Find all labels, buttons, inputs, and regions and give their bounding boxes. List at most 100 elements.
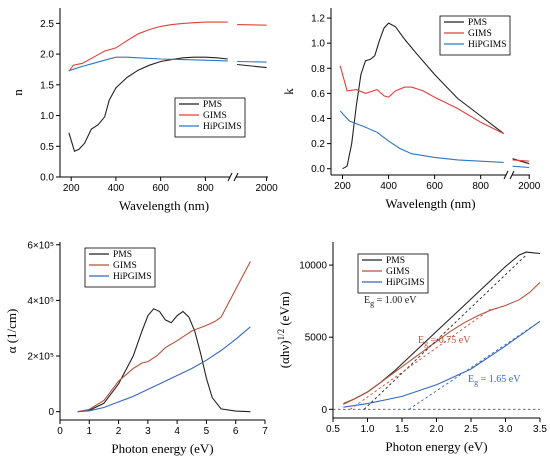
annotation-value: = 1.00 eV [374,295,417,306]
axis-break-mark [509,170,515,180]
y-tick-label: 0.4 [311,114,325,125]
x-tick-label: 2 [116,426,122,437]
x-tick-label: 5 [204,426,210,437]
y-axis-label-main: (αhν) [277,340,292,368]
x-tick-label: 3.5 [533,424,547,435]
y-axis-label-unit: (eVm) [277,292,292,329]
legend-label-hipgims: HiPGIMS [468,40,507,50]
x-tick-label: 1.0 [361,424,375,435]
x-tick-label: 1 [87,426,93,437]
x-tick-label: 3 [145,426,151,437]
chart-alpha: 0 1 2 3 4 5 6 7 0 2×10⁵ 4×10⁵ 6×10⁵ Photon energy (e… [4,240,268,456]
x-tick-label: 2.5 [464,424,478,435]
series-line-hipgims [343,320,541,408]
series-line-pms [77,308,251,413]
legend-label-hipgims: HiPGIMS [203,122,242,132]
x-tick-label: 800 [197,183,214,194]
series-line-gims [68,21,267,72]
series-line-hipgims [77,326,251,413]
y-axis-label-sup: 1/2 [276,329,286,341]
x-tick-label: 600 [426,181,443,192]
chart-k: 200 400 600 800 2000 0.0 0.2 0.4 0.6 0.8 1.0 1.2 Wav… [281,8,541,211]
legend-label-gims: GIMS [113,261,137,271]
series-line-hipgims [339,110,530,169]
y-tick-label: 0.5 [40,142,54,153]
bandgap-annotation-hipgims: Eg = 1.65 eV [468,374,521,387]
x-tick-label: 0.5 [326,424,340,435]
series-line-gims [343,282,541,405]
fit-line-hipgims [408,320,541,410]
y-axis-label: α (1/cm) [4,309,19,354]
legend-label-gims: GIMS [386,267,410,277]
legend-label-gims: GIMS [468,29,492,39]
y-tick-label: 2×10⁵ [27,352,54,363]
y-tick-label: 1.5 [40,80,54,91]
y-tick-label: 0.0 [40,173,54,184]
y-tick-label: 6×10⁵ [27,240,54,251]
annotation-symbol: E [468,374,474,385]
chart-n: 200 400 600 800 2000 0.0 0.5 1.0 1.5 2.0 2.5 Wavele… [10,8,278,213]
y-tick-label: 0.6 [311,89,325,100]
x-tick-label: 2000 [255,183,278,194]
legend-label-hipgims: HiPGIMS [386,278,425,288]
x-tick-label: 1.5 [395,424,409,435]
y-tick-label: 1.0 [40,111,54,122]
axis-break-mark [233,172,239,182]
x-tick-label: 3.0 [499,424,513,435]
series-line-gims [77,261,251,413]
y-tick-label: 2.5 [40,19,54,30]
chart-tauc: 0.5 1.0 1.5 2.0 2.5 3.0 3.5 0 5000 10000 Photon en… [276,242,547,454]
annotation-subscript: g [424,339,428,348]
x-axis-label: Photon energy (eV) [385,439,487,454]
x-tick-label: 800 [472,181,489,192]
x-tick-label: 600 [152,183,169,194]
x-tick-label: 200 [63,183,80,194]
y-tick-label: 1.0 [311,39,325,50]
y-tick-label: 1.2 [311,14,325,25]
y-axis-label: k [281,88,296,95]
x-tick-label: 6 [233,426,239,437]
x-tick-label: 4 [174,426,180,437]
axis-break-mark [227,172,233,182]
legend-label-pms: PMS [386,256,405,266]
x-tick-label: 200 [334,181,351,192]
annotation-symbol: E [364,295,370,306]
series-line-pms [342,22,530,170]
fit-line-pms [363,254,527,410]
y-axis-label: (αhν)1/2 (eVm) [276,292,292,369]
legend-label-pms: PMS [113,250,132,260]
series-line-gims [339,65,530,162]
x-tick-label: 400 [380,181,397,192]
y-tick-label: 5000 [305,333,328,344]
annotation-subscript: g [370,299,374,308]
x-tick-label: 2000 [518,181,541,192]
series-line-pms [68,56,267,152]
annotation-value: = 0.75 eV [428,335,471,346]
legend-label-pms: PMS [468,18,487,28]
annotation-symbol: E [418,335,424,346]
legend-label-hipgims: HiPGIMS [113,272,152,282]
annotation-subscript: g [474,378,478,387]
x-tick-label: 7 [262,426,268,437]
legend-label-gims: GIMS [203,111,227,121]
bandgap-annotation-pms: Eg = 1.00 eV [364,295,417,308]
y-tick-label: 0 [48,407,54,418]
y-axis-label: n [10,89,25,96]
series-line-hipgims [68,56,267,72]
y-tick-label: 0.2 [311,139,325,150]
y-tick-label: 4×10⁵ [27,296,54,307]
fit-line-gims [349,307,492,410]
y-tick-label: 0.8 [311,64,325,75]
x-tick-label: 400 [108,183,125,194]
y-tick-label: 0.0 [311,164,325,175]
y-tick-label: 0 [321,405,327,416]
x-tick-label: 2.0 [430,424,444,435]
x-axis-label: Wavelength (nm) [119,198,209,213]
x-axis-label: Wavelength (nm) [385,196,475,211]
axis-break-mark [503,170,509,180]
